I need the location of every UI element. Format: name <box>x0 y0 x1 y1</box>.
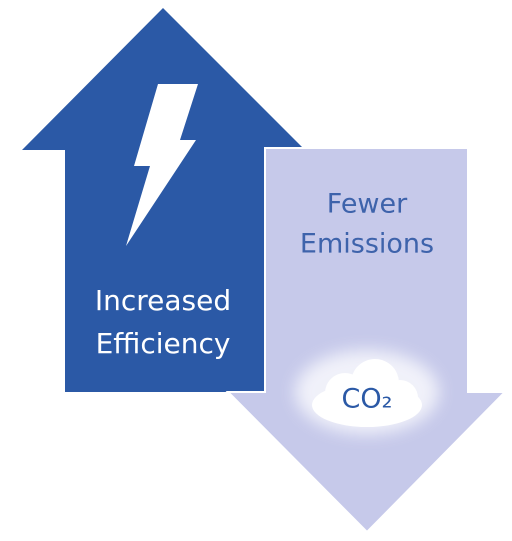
down-arrow <box>225 147 508 534</box>
lightning-bolt <box>126 84 198 246</box>
down-label-line1: Fewer <box>327 189 408 220</box>
up-arrow <box>22 8 305 392</box>
cloud-label: CO₂ <box>342 384 393 415</box>
down-label-line2: Emissions <box>300 229 434 260</box>
up-label-line2: Efficiency <box>96 327 231 360</box>
up-label-line1: Increased <box>95 284 231 317</box>
cloud <box>312 359 422 427</box>
